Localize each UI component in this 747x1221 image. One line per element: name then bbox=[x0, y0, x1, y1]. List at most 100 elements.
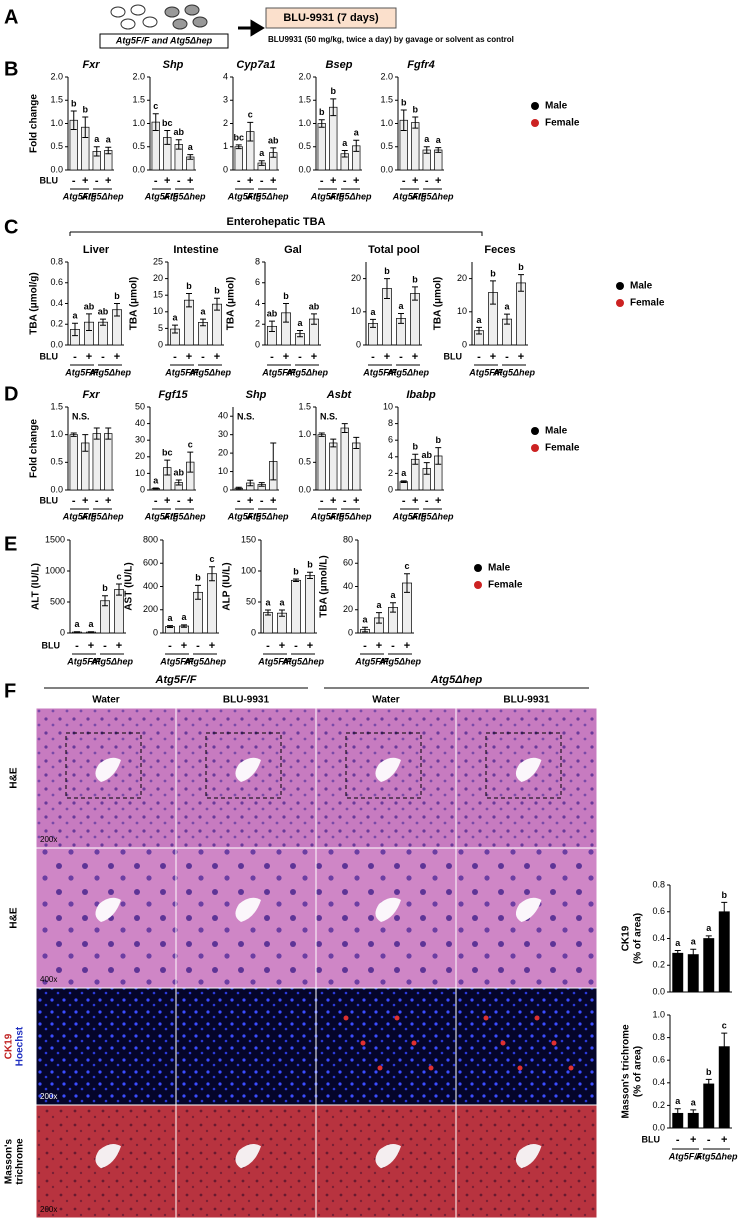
error-bar bbox=[235, 486, 242, 490]
x-tick-label: + bbox=[412, 175, 418, 187]
error-bar bbox=[186, 293, 192, 308]
significance-letter: b bbox=[293, 566, 299, 576]
error-bar bbox=[412, 286, 418, 301]
significance-letter: b bbox=[319, 107, 325, 117]
vessel bbox=[375, 1143, 401, 1169]
magnification: 200x bbox=[40, 1205, 57, 1214]
mice-icons bbox=[110, 4, 208, 30]
significance-letter: b bbox=[706, 1067, 712, 1077]
y-tick-label: 1.0 bbox=[380, 118, 393, 128]
x-tick-label: + bbox=[105, 175, 111, 187]
error-bar bbox=[721, 1032, 728, 1061]
x-tick-label: - bbox=[173, 351, 177, 363]
x-tick-label: - bbox=[402, 495, 406, 507]
significance-letter: a bbox=[398, 301, 404, 311]
chart-title: Fgfr4 bbox=[407, 59, 435, 71]
x-tick-label: - bbox=[260, 495, 264, 507]
significance-letter: a bbox=[172, 312, 178, 322]
x-tick-label: - bbox=[676, 1134, 680, 1146]
error-bar bbox=[105, 146, 112, 155]
x-tick-label: + bbox=[270, 175, 276, 187]
magnification: 200x bbox=[40, 835, 57, 844]
group-label: Atg5Δhep bbox=[162, 191, 206, 201]
error-bar bbox=[412, 453, 419, 465]
x-tick-label: - bbox=[103, 640, 107, 652]
x-axis-label: BLU bbox=[642, 1134, 661, 1144]
error-bar bbox=[398, 312, 404, 324]
legend-label: Male bbox=[488, 563, 511, 574]
y-axis-label: TBA (μmol) bbox=[129, 277, 140, 331]
x-tick-label: + bbox=[690, 1134, 696, 1146]
x-tick-label: + bbox=[164, 175, 170, 187]
y-tick-label: 0.5 bbox=[50, 141, 63, 151]
annotation: N.S. bbox=[320, 411, 338, 421]
y-tick-label: 0.0 bbox=[50, 339, 63, 349]
y-tick-label: 0.0 bbox=[298, 164, 311, 174]
group-label: Atg5F/F bbox=[668, 1151, 703, 1161]
error-bar bbox=[476, 326, 482, 335]
significance-letter: a bbox=[106, 135, 112, 145]
vessel bbox=[95, 897, 121, 922]
y-tick-label: 0 bbox=[223, 484, 228, 494]
y-tick-label: 10 bbox=[135, 468, 145, 478]
inset-box bbox=[65, 732, 142, 799]
significance-letter: a bbox=[94, 134, 100, 144]
ck19-signal bbox=[343, 1015, 349, 1021]
x-tick-label: + bbox=[270, 495, 276, 507]
x-tick-label: - bbox=[294, 640, 298, 652]
bar bbox=[207, 573, 217, 634]
error-bar bbox=[690, 948, 697, 961]
x-tick-label: - bbox=[477, 351, 481, 363]
bar bbox=[114, 589, 124, 634]
significance-letter: bc bbox=[162, 447, 173, 457]
vessel bbox=[95, 1143, 121, 1169]
y-tick-label: 8 bbox=[388, 418, 393, 428]
bar bbox=[317, 123, 326, 171]
y-tick-label: 20 bbox=[153, 273, 163, 283]
error-bar bbox=[258, 482, 265, 487]
y-tick-label: 1.0 bbox=[298, 429, 311, 439]
significance-letter: ab bbox=[98, 306, 109, 316]
annotation: N.S. bbox=[237, 411, 255, 421]
ck19-signal bbox=[428, 1065, 434, 1071]
y-tick-label: 150 bbox=[241, 534, 256, 544]
ck19-signal bbox=[500, 1040, 506, 1046]
vessel bbox=[375, 897, 401, 922]
y-tick-label: 10 bbox=[457, 306, 467, 316]
x-tick-label: - bbox=[201, 351, 205, 363]
group-label: Atg5F/F bbox=[257, 656, 292, 666]
bar bbox=[672, 952, 684, 993]
group-label: Atg5Δhep bbox=[245, 511, 289, 521]
error-bar bbox=[400, 109, 407, 131]
error-bar bbox=[400, 480, 407, 484]
y-tick-label: 0.0 bbox=[298, 484, 311, 494]
error-bar bbox=[175, 139, 182, 150]
y-tick-label: 2 bbox=[388, 468, 393, 478]
error-bar bbox=[341, 423, 348, 433]
x-tick-label: + bbox=[518, 351, 524, 363]
significance-letter: a bbox=[691, 1097, 697, 1107]
significance-letter: ab bbox=[421, 450, 432, 460]
error-bar bbox=[376, 612, 382, 624]
y-tick-label: 4 bbox=[223, 71, 228, 81]
x-tick-label: - bbox=[505, 351, 509, 363]
ck19-signal bbox=[360, 1040, 366, 1046]
significance-letter: b bbox=[436, 435, 442, 445]
mice-label: Atg5F/F and Atg5Δhep bbox=[115, 35, 213, 45]
bar bbox=[703, 938, 715, 993]
y-tick-label: 10 bbox=[383, 401, 393, 411]
x-tick-label: + bbox=[181, 640, 187, 652]
x-tick-label: - bbox=[237, 175, 241, 187]
group-label: Atg5F/F bbox=[392, 511, 427, 521]
group-label: Atg5Δhep bbox=[90, 656, 134, 666]
vessel bbox=[515, 757, 542, 782]
group-label: Atg5F/F bbox=[468, 367, 503, 377]
chart-title: Total pool bbox=[368, 244, 420, 256]
error-bar bbox=[70, 110, 77, 131]
significance-letter: b bbox=[384, 266, 390, 276]
row-label: Hoechst bbox=[15, 1026, 26, 1066]
y-tick-label: 0.2 bbox=[652, 1100, 665, 1110]
group-label: Atg5F/F bbox=[227, 191, 262, 201]
enterohepatic-label: Enterohepatic TBA bbox=[226, 216, 325, 228]
y-tick-label: 0.5 bbox=[50, 457, 63, 467]
